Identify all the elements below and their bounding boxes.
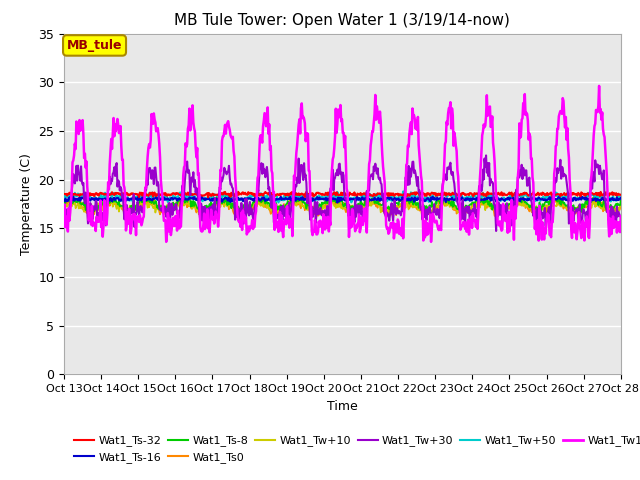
Title: MB Tule Tower: Open Water 1 (3/19/14-now): MB Tule Tower: Open Water 1 (3/19/14-now… xyxy=(175,13,510,28)
Text: MB_tule: MB_tule xyxy=(67,39,122,52)
X-axis label: Time: Time xyxy=(327,400,358,413)
Y-axis label: Temperature (C): Temperature (C) xyxy=(20,153,33,255)
Legend: Wat1_Ts-32, Wat1_Ts-16, Wat1_Ts-8, Wat1_Ts0, Wat1_Tw+10, Wat1_Tw+30, Wat1_Tw+50,: Wat1_Ts-32, Wat1_Ts-16, Wat1_Ts-8, Wat1_… xyxy=(70,431,640,468)
